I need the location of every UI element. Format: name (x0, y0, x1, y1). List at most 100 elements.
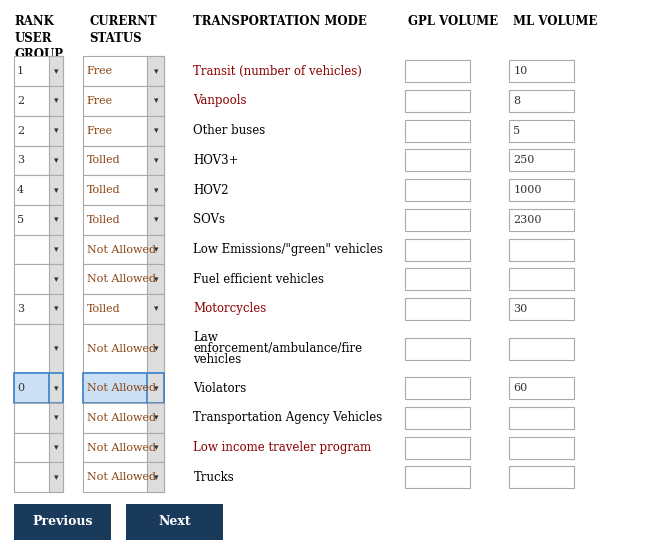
FancyBboxPatch shape (509, 149, 574, 171)
Text: 0: 0 (17, 383, 24, 393)
Text: USER: USER (14, 32, 52, 45)
FancyBboxPatch shape (405, 337, 470, 359)
Text: Free: Free (87, 96, 113, 106)
Text: Transit (number of vehicles): Transit (number of vehicles) (194, 65, 362, 78)
FancyBboxPatch shape (509, 90, 574, 112)
FancyBboxPatch shape (83, 264, 164, 294)
FancyBboxPatch shape (49, 462, 63, 492)
FancyBboxPatch shape (83, 205, 164, 234)
Text: 250: 250 (513, 155, 534, 165)
Text: Tolled: Tolled (87, 215, 120, 225)
Text: ▾: ▾ (154, 275, 158, 284)
Text: 3: 3 (17, 155, 24, 165)
Text: 4: 4 (17, 185, 24, 195)
Text: Motorcycles: Motorcycles (194, 302, 267, 315)
Text: 5: 5 (17, 215, 24, 225)
FancyBboxPatch shape (49, 116, 63, 145)
FancyBboxPatch shape (509, 337, 574, 359)
FancyBboxPatch shape (14, 504, 111, 540)
FancyBboxPatch shape (405, 268, 470, 290)
Text: 2: 2 (17, 126, 24, 135)
FancyBboxPatch shape (509, 119, 574, 142)
Text: 2300: 2300 (513, 215, 542, 225)
FancyBboxPatch shape (83, 116, 164, 145)
Text: ▾: ▾ (154, 215, 158, 225)
Text: STATUS: STATUS (90, 32, 142, 45)
FancyBboxPatch shape (14, 86, 63, 116)
Text: HOV2: HOV2 (194, 184, 229, 197)
FancyBboxPatch shape (509, 60, 574, 82)
FancyBboxPatch shape (49, 294, 63, 324)
FancyBboxPatch shape (509, 437, 574, 458)
FancyBboxPatch shape (83, 56, 164, 86)
FancyBboxPatch shape (83, 462, 164, 492)
FancyBboxPatch shape (147, 403, 164, 433)
Text: TRANSPORTATION MODE: TRANSPORTATION MODE (194, 15, 368, 28)
FancyBboxPatch shape (14, 433, 63, 462)
FancyBboxPatch shape (49, 433, 63, 462)
Text: ▾: ▾ (154, 245, 158, 254)
FancyBboxPatch shape (147, 116, 164, 145)
FancyBboxPatch shape (14, 175, 63, 205)
FancyBboxPatch shape (14, 294, 63, 324)
FancyBboxPatch shape (147, 56, 164, 86)
Text: Not Allowed: Not Allowed (87, 343, 156, 353)
FancyBboxPatch shape (147, 462, 164, 492)
Text: ▾: ▾ (54, 443, 58, 452)
Text: ▾: ▾ (154, 344, 158, 353)
FancyBboxPatch shape (147, 205, 164, 234)
FancyBboxPatch shape (509, 407, 574, 429)
FancyBboxPatch shape (14, 264, 63, 294)
FancyBboxPatch shape (147, 175, 164, 205)
Text: ▾: ▾ (154, 443, 158, 452)
FancyBboxPatch shape (405, 407, 470, 429)
FancyBboxPatch shape (83, 145, 164, 175)
Text: SOVs: SOVs (194, 213, 226, 226)
FancyBboxPatch shape (405, 90, 470, 112)
Text: RANK: RANK (14, 15, 54, 28)
Text: Free: Free (87, 66, 113, 76)
Text: 1000: 1000 (513, 185, 542, 195)
FancyBboxPatch shape (509, 466, 574, 488)
Text: 3: 3 (17, 304, 24, 314)
Text: ML VOLUME: ML VOLUME (513, 15, 597, 28)
FancyBboxPatch shape (14, 373, 63, 403)
FancyBboxPatch shape (405, 377, 470, 399)
Text: vehicles: vehicles (194, 353, 242, 366)
FancyBboxPatch shape (83, 324, 164, 373)
Text: Tolled: Tolled (87, 304, 120, 314)
Text: CURERNT: CURERNT (90, 15, 157, 28)
Text: ▾: ▾ (154, 305, 158, 314)
Text: Tolled: Tolled (87, 155, 120, 165)
Text: 1: 1 (17, 66, 24, 76)
Text: Not Allowed: Not Allowed (87, 413, 156, 423)
Text: Not Allowed: Not Allowed (87, 383, 156, 393)
FancyBboxPatch shape (405, 466, 470, 488)
Text: Low Emissions/"green" vehicles: Low Emissions/"green" vehicles (194, 243, 383, 256)
Text: ▾: ▾ (54, 344, 58, 353)
FancyBboxPatch shape (14, 324, 63, 373)
FancyBboxPatch shape (83, 234, 164, 264)
FancyBboxPatch shape (14, 145, 63, 175)
FancyBboxPatch shape (405, 119, 470, 142)
Text: Transportation Agency Vehicles: Transportation Agency Vehicles (194, 411, 383, 424)
Text: Tolled: Tolled (87, 185, 120, 195)
Text: GROUP: GROUP (14, 48, 63, 61)
Text: Previous: Previous (32, 515, 93, 528)
FancyBboxPatch shape (147, 433, 164, 462)
FancyBboxPatch shape (49, 175, 63, 205)
Text: ▾: ▾ (154, 384, 158, 393)
FancyBboxPatch shape (49, 56, 63, 86)
FancyBboxPatch shape (14, 56, 63, 86)
FancyBboxPatch shape (49, 234, 63, 264)
FancyBboxPatch shape (509, 377, 574, 399)
FancyBboxPatch shape (49, 205, 63, 234)
FancyBboxPatch shape (405, 437, 470, 458)
Text: Low income traveler program: Low income traveler program (194, 441, 371, 454)
Text: ▾: ▾ (54, 305, 58, 314)
FancyBboxPatch shape (405, 238, 470, 260)
FancyBboxPatch shape (405, 179, 470, 201)
FancyBboxPatch shape (147, 324, 164, 373)
FancyBboxPatch shape (49, 86, 63, 116)
FancyBboxPatch shape (405, 60, 470, 82)
